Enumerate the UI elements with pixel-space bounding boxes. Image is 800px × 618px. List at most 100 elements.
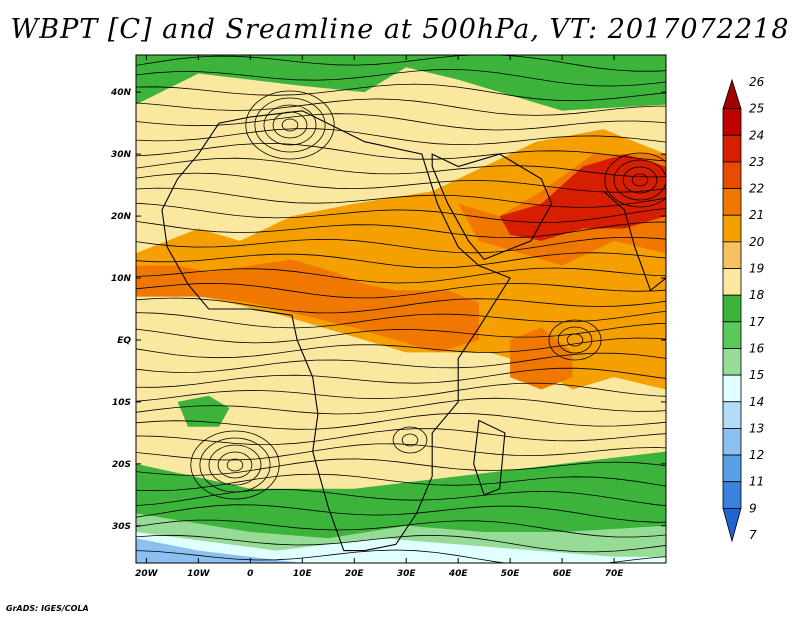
colorbar-label: 23 (749, 155, 764, 169)
colorbar-segment (722, 454, 742, 483)
streamline (136, 297, 666, 314)
streamline-vortex (548, 319, 602, 361)
streamline-vortex (263, 104, 317, 146)
streamline (136, 473, 666, 492)
axis-ticks: 40N 30N 20N 10N EQ 10S 20S 30S 20W 10W 0 10E 20E 30E 4… (110, 55, 666, 579)
lon-tick-label: 20W (135, 569, 159, 579)
lat-tick-label: 20S (112, 460, 131, 470)
streamline (136, 504, 666, 523)
grads-credit: GrADS: IGES/COLA (6, 604, 89, 613)
streamline (136, 443, 666, 461)
streamline-vortex (190, 430, 280, 500)
colorbar-segment (722, 108, 742, 136)
lon-tick-label: 60E (553, 569, 573, 579)
lat-tick-label: 10N (111, 274, 132, 284)
lon-tick-label: 10E (293, 569, 313, 579)
colorbar-segment (722, 294, 742, 323)
colorbar-label: 7 (749, 528, 757, 542)
streamlines (136, 55, 666, 563)
colorbar-segment (722, 214, 742, 243)
streamline (136, 488, 666, 507)
streamline (136, 252, 666, 269)
colorbar-label: 26 (749, 75, 765, 89)
streamline-vortex (613, 159, 666, 201)
streamline-vortex (631, 173, 649, 187)
colorbar-label: 9 (749, 501, 757, 515)
streamline (136, 382, 666, 402)
colorbar-segment (722, 401, 742, 429)
streamline (136, 267, 666, 284)
lon-tick-label: 50E (501, 569, 521, 579)
colorbar-segment (722, 188, 742, 216)
lat-tick-label: EQ (117, 336, 131, 346)
streamline-vortex (392, 426, 428, 454)
streamline (136, 534, 666, 553)
streamline (136, 337, 666, 359)
colorbar-label: 13 (749, 421, 764, 435)
streamline (136, 172, 666, 193)
streamline-vortex (604, 152, 666, 208)
streamline-vortex (622, 166, 658, 194)
colorbar-label: 11 (749, 475, 764, 489)
streamline (136, 220, 666, 239)
fill-blue-south (136, 538, 303, 563)
streamline-vortex (566, 333, 584, 347)
colorbar-segment (722, 374, 742, 403)
colorbar-segment (722, 428, 742, 456)
streamline (136, 113, 666, 131)
streamline (136, 282, 666, 299)
streamline-vortex (208, 444, 262, 486)
streamline (136, 397, 666, 415)
colorbar-label: 15 (749, 368, 764, 382)
streamline (136, 519, 666, 538)
fill-orange-belt (136, 129, 666, 390)
lon-tick-label: 0 (247, 569, 253, 579)
colorbar-segment (722, 134, 742, 163)
map-frame (135, 54, 667, 564)
lon-tick-label: 10W (187, 569, 211, 579)
colorbar: 26 25 24 23 22 21 20 19 18 17 16 15 14 13 12 11 9 7 (722, 75, 765, 543)
streamline (136, 367, 666, 388)
streamline (136, 187, 666, 208)
streamline-vortex (557, 326, 593, 354)
streamline (136, 458, 666, 476)
lon-tick-label: 70E (605, 569, 625, 579)
africa-coastline (161, 110, 511, 552)
streamline (136, 83, 666, 102)
colorbar-label: 21 (749, 208, 764, 222)
streamline (136, 352, 666, 373)
coastlines (161, 110, 666, 552)
streamline (136, 157, 666, 178)
colorbar-label: 18 (749, 288, 765, 302)
map-title: WBPT [C] and Sreamline at 500hPa, VT: 20… (10, 14, 790, 45)
streamline (136, 98, 666, 116)
streamline-vortex (217, 451, 253, 479)
colorbar-label: 22 (749, 182, 764, 196)
streamline (136, 68, 666, 87)
lon-tick-label: 30E (397, 569, 417, 579)
colorbar-label: 17 (749, 315, 765, 329)
madagascar-coastline (473, 419, 506, 496)
streamline (136, 428, 666, 446)
india-coastline (603, 190, 666, 292)
streamline (136, 202, 666, 223)
fill-cyan-south (136, 532, 666, 563)
lat-tick-label: 10S (112, 398, 131, 408)
streamline (136, 322, 666, 344)
lat-tick-label: 30N (111, 150, 132, 160)
streamline-vortex (281, 118, 299, 132)
colorbar-segment (722, 268, 742, 296)
colorbar-label: 12 (749, 448, 764, 462)
colorbar-segment (722, 321, 742, 349)
colorbar-label: 20 (749, 235, 765, 249)
colorbar-label: 19 (749, 262, 764, 276)
streamline (136, 236, 666, 254)
colorbar-label: 14 (749, 395, 764, 409)
colorbar-segment (722, 161, 742, 189)
streamline (136, 549, 666, 563)
lat-tick-label: 40N (110, 88, 132, 98)
colorbar-segment (722, 241, 742, 269)
streamline (136, 412, 666, 430)
streamline-vortex (199, 437, 271, 493)
